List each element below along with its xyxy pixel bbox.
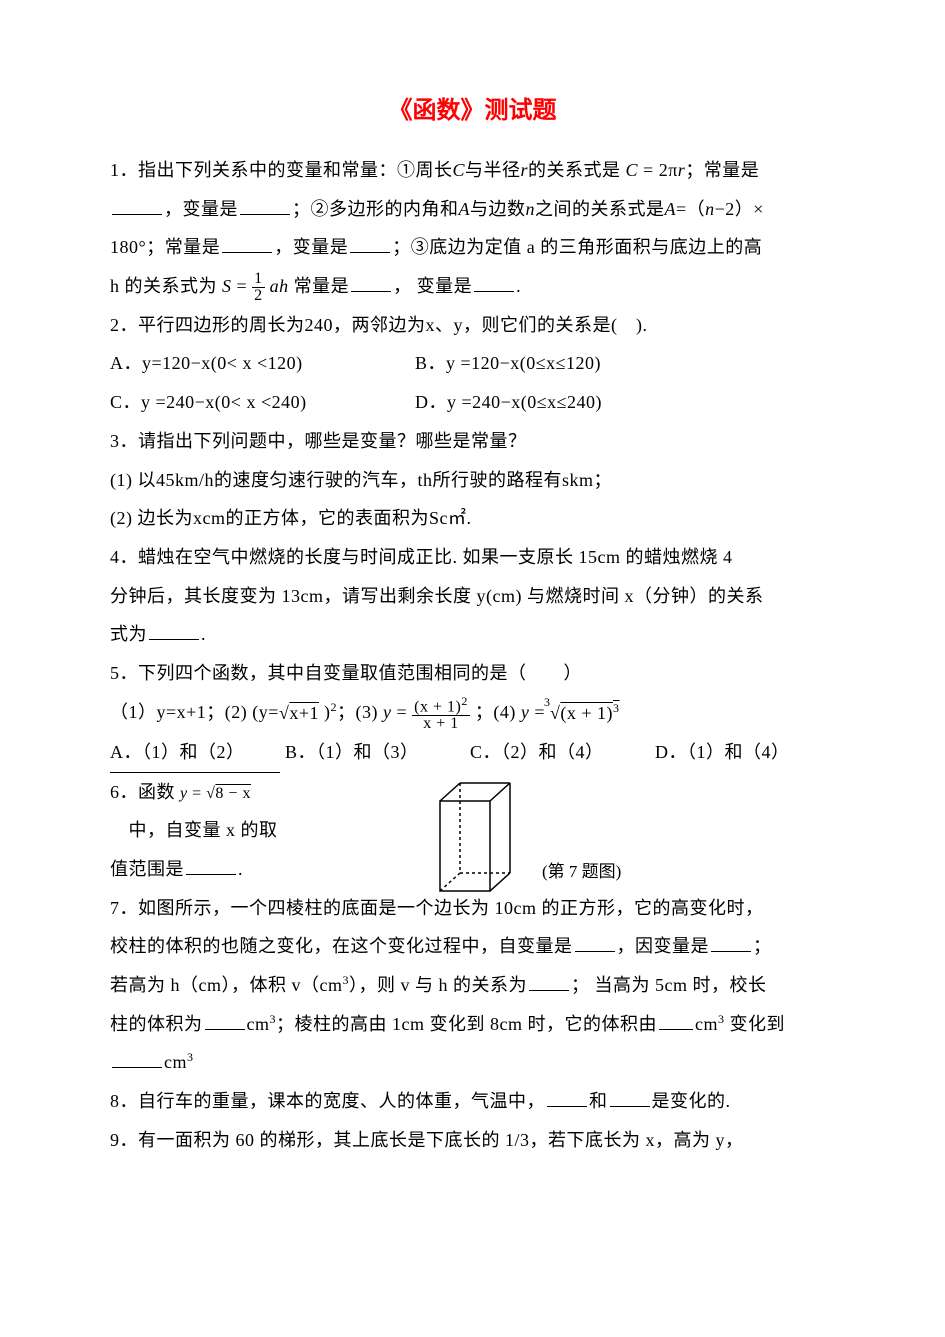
q5-rad1: x+1 [289, 702, 319, 723]
q8: 8．自行车的重量，课本的宽度、人的体重，气温中， 和 是变化的. [110, 1082, 835, 1121]
q1-part2a: ；②多边形的内角和 [292, 199, 459, 219]
q4-blank [149, 623, 199, 640]
q6-l3-post: . [238, 859, 243, 879]
q5-p1-after: ；(3) [337, 702, 383, 722]
page-title: 《函数》测试题 [110, 90, 835, 125]
q1-part2b: 与边数 [470, 199, 526, 219]
q1-eq2b: 180° [110, 237, 146, 257]
q1-lead: 1．指出下列关系中的变量和常量：①周长 [110, 160, 453, 180]
q1-rel1a: 与半径 [465, 160, 521, 180]
q7-l2: 校柱的体积的也随之变化，在这个变化过程中，自变量是 ，因变量是 ； [110, 927, 835, 966]
q7-l4c: ；棱柱的高由 1cm 变化到 8cm 时，它的体积由 [276, 1014, 657, 1034]
prism-icon [430, 779, 522, 899]
frac-den-1: 2 [252, 288, 265, 304]
q5-p1-sq: ) [319, 702, 331, 722]
q3-p1: (1) 以45km/h的速度匀速行驶的汽车，th所行驶的路程有skm； [110, 461, 835, 500]
q7-l4b: cm [247, 1014, 270, 1034]
q9: 9．有一面积为 60 的梯形，其上底长是下底长的 1/3，若下底长为 x，高为 … [110, 1121, 835, 1160]
q2-c: C．y =240−x(0< x <240) [110, 383, 410, 422]
q2-row1: A．y=120−x(0< x <120) B．y =120−x(0≤x≤120) [110, 344, 835, 383]
q6-rad: 8 − x [215, 784, 251, 802]
q7-l3: 若高为 h（cm），体积 v（cm3），则 v 与 h 的关系为； 当高为 5c… [110, 966, 835, 1005]
q6-l3: 值范围是. [110, 850, 420, 889]
q4-l3-pre: 式为 [110, 624, 147, 644]
q6-blank [186, 858, 236, 875]
q7-blank2 [711, 935, 751, 952]
q7-blank5 [659, 1012, 693, 1029]
q7-blank3 [529, 974, 569, 991]
q8-blank1 [547, 1090, 587, 1107]
q5-c: C．（2）和（4） [470, 733, 650, 772]
q3-stem: 3．请指出下列问题中，哪些是变量？哪些是常量？ [110, 422, 835, 461]
q2-b: B．y =120−x(0≤x≤120) [415, 353, 601, 373]
q1-blank4 [350, 236, 390, 253]
q5-rad2: (x + 1) [560, 703, 613, 723]
q1-blank2 [240, 198, 290, 215]
q8-blank2 [610, 1090, 650, 1107]
q1-const-label: ；常量是 [685, 160, 759, 180]
q1-rel1b: 的关系式是 [528, 160, 621, 180]
q2-stem: 2．平行四边形的周长为240，两邻边为x、y，则它们的关系是( ). [110, 306, 835, 345]
q7-blank1 [575, 935, 615, 952]
q1-blank5 [351, 275, 391, 292]
q1-var-label: ，变量是 [164, 199, 238, 219]
q1-period: . [516, 276, 521, 296]
q1-blank6 [474, 275, 514, 292]
q4-l3: 式为. [110, 615, 835, 654]
q7-l5: cm3 [110, 1043, 835, 1082]
q2-d: D．y =240−x(0≤x≤240) [415, 392, 602, 412]
frac-num-1: 1 [252, 271, 265, 288]
q1-const-label2: 常量是 [294, 276, 350, 296]
q1-part2c: 之间的关系式是 [535, 199, 665, 219]
q1-var-label2: ， 变量是 [393, 276, 472, 296]
q7-blank6 [112, 1051, 162, 1068]
q7-l3b: ），则 v 与 h 的关系为 [349, 975, 527, 995]
q5-b: B．（1）和（3） [285, 733, 465, 772]
q7-l3c: ； 当高为 5cm 时，校长 [571, 975, 767, 995]
q5-p3-after: ；(4) [475, 702, 521, 722]
fig-caption: (第 7 题图) [542, 857, 621, 882]
q8-c: 是变化的. [652, 1091, 731, 1111]
q5-expr: （1）y=x+1；(2) (y=√x+1 )2；(3) y = (x + 1)2… [110, 693, 835, 733]
q5-stem: 5．下列四个函数，其中自变量取值范围相同的是（ ） [110, 654, 835, 693]
q4-l1: 4．蜡烛在空气中燃烧的长度与时间成正比. 如果一支原长 15cm 的蜡烛燃烧 4 [110, 538, 835, 577]
q7-l2c: ； [753, 936, 772, 956]
q7-l2a: 校柱的体积的也随之变化，在这个变化过程中，自变量是 [110, 936, 573, 956]
q5-d: D．（1）和（4） [655, 742, 790, 762]
q1-line1: 1．指出下列关系中的变量和常量：①周长C与半径r的关系式是 C = 2πr；常量… [110, 151, 835, 190]
q1-blank1 [112, 198, 162, 215]
q5-a: A．（1）和（2） [110, 733, 280, 773]
q1-line2: ，变量是；②多边形的内角和A与边数n之间的关系式是A=（n−2）× [110, 190, 835, 229]
q2-a: A．y=120−x(0< x <120) [110, 344, 410, 383]
q8-a: 8．自行车的重量，课本的宽度、人的体重，气温中， [110, 1091, 545, 1111]
q4-l2: 分钟后，其长度变为 13cm，请写出剩余长度 y(cm) 与燃烧时间 x（分钟）… [110, 577, 835, 616]
q1-part3a: ；③底边为定值 a 的三角形面积与底边上的高 [392, 237, 762, 257]
q5-fden: x + 1 [412, 716, 470, 732]
q1-line4: h 的关系式为 S = 12 ah 常量是， 变量是. [110, 267, 835, 306]
q7-blank4 [205, 1012, 245, 1029]
q7-l5t: cm [164, 1052, 187, 1072]
q6-l1: 6．函数 y = √8 − x [110, 773, 420, 812]
q1-blank3 [222, 236, 272, 253]
q5-fnum: (x + 1) [414, 698, 461, 715]
q6-lead: 6．函数 [110, 782, 175, 802]
q7-l4e: 变化到 [724, 1014, 785, 1034]
q6-l3-pre: 值范围是 [110, 859, 184, 879]
q7-l4a: 柱的体积为 [110, 1014, 203, 1034]
q1-hrel: h 的关系式为 [110, 276, 217, 296]
q5-p1-pre: （1）y=x+1；(2) (y= [110, 702, 279, 722]
q7-l4: 柱的体积为cm3；棱柱的高由 1cm 变化到 8cm 时，它的体积由cm3 变化… [110, 1005, 835, 1044]
q2-row2: C．y =240−x(0< x <240) D．y =240−x(0≤x≤240… [110, 383, 835, 422]
q8-b: 和 [589, 1091, 608, 1111]
q6-l2: 中，自变量 x 的取 [110, 811, 420, 850]
q3-p2: (2) 边长为xcm的正方体，它的表面积为Sc㎡. [110, 499, 835, 538]
q1-line3: 180°；常量是，变量是；③底边为定值 a 的三角形面积与底边上的高 [110, 228, 835, 267]
q4-tail: . [201, 624, 206, 644]
q7-l3a: 若高为 h（cm），体积 v（cm [110, 975, 342, 995]
q7-l2b: ，因变量是 [617, 936, 710, 956]
q5-choices: A．（1）和（2） B．（1）和（3） C．（2）和（4） D．（1）和（4） [110, 733, 835, 773]
q7-l4d: cm [695, 1014, 718, 1034]
